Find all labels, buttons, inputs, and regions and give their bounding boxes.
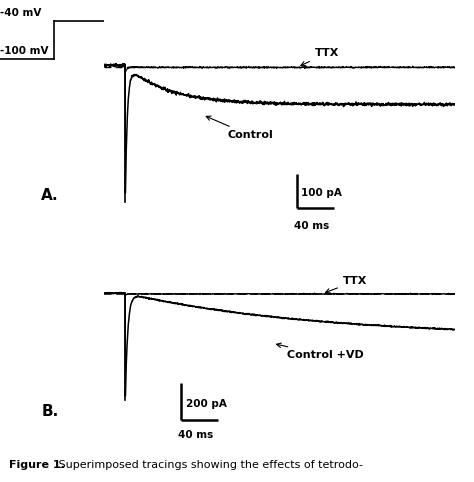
- Text: 100 pA: 100 pA: [301, 188, 342, 198]
- Text: TTX: TTX: [326, 276, 367, 293]
- Text: Figure 1.: Figure 1.: [9, 460, 65, 470]
- Text: A.: A.: [41, 188, 59, 203]
- Text: 40 ms: 40 ms: [294, 222, 329, 231]
- Text: B.: B.: [41, 404, 58, 419]
- Text: TTX: TTX: [301, 48, 339, 66]
- Text: -40 mV: -40 mV: [0, 8, 41, 18]
- Text: Control +VD: Control +VD: [276, 343, 364, 360]
- Text: 40 ms: 40 ms: [178, 430, 213, 440]
- Text: Superimposed tracings showing the effects of tetrodo-: Superimposed tracings showing the effect…: [55, 460, 363, 470]
- Text: -100 mV: -100 mV: [0, 46, 48, 56]
- Text: Control: Control: [206, 116, 273, 140]
- Text: 200 pA: 200 pA: [186, 399, 227, 409]
